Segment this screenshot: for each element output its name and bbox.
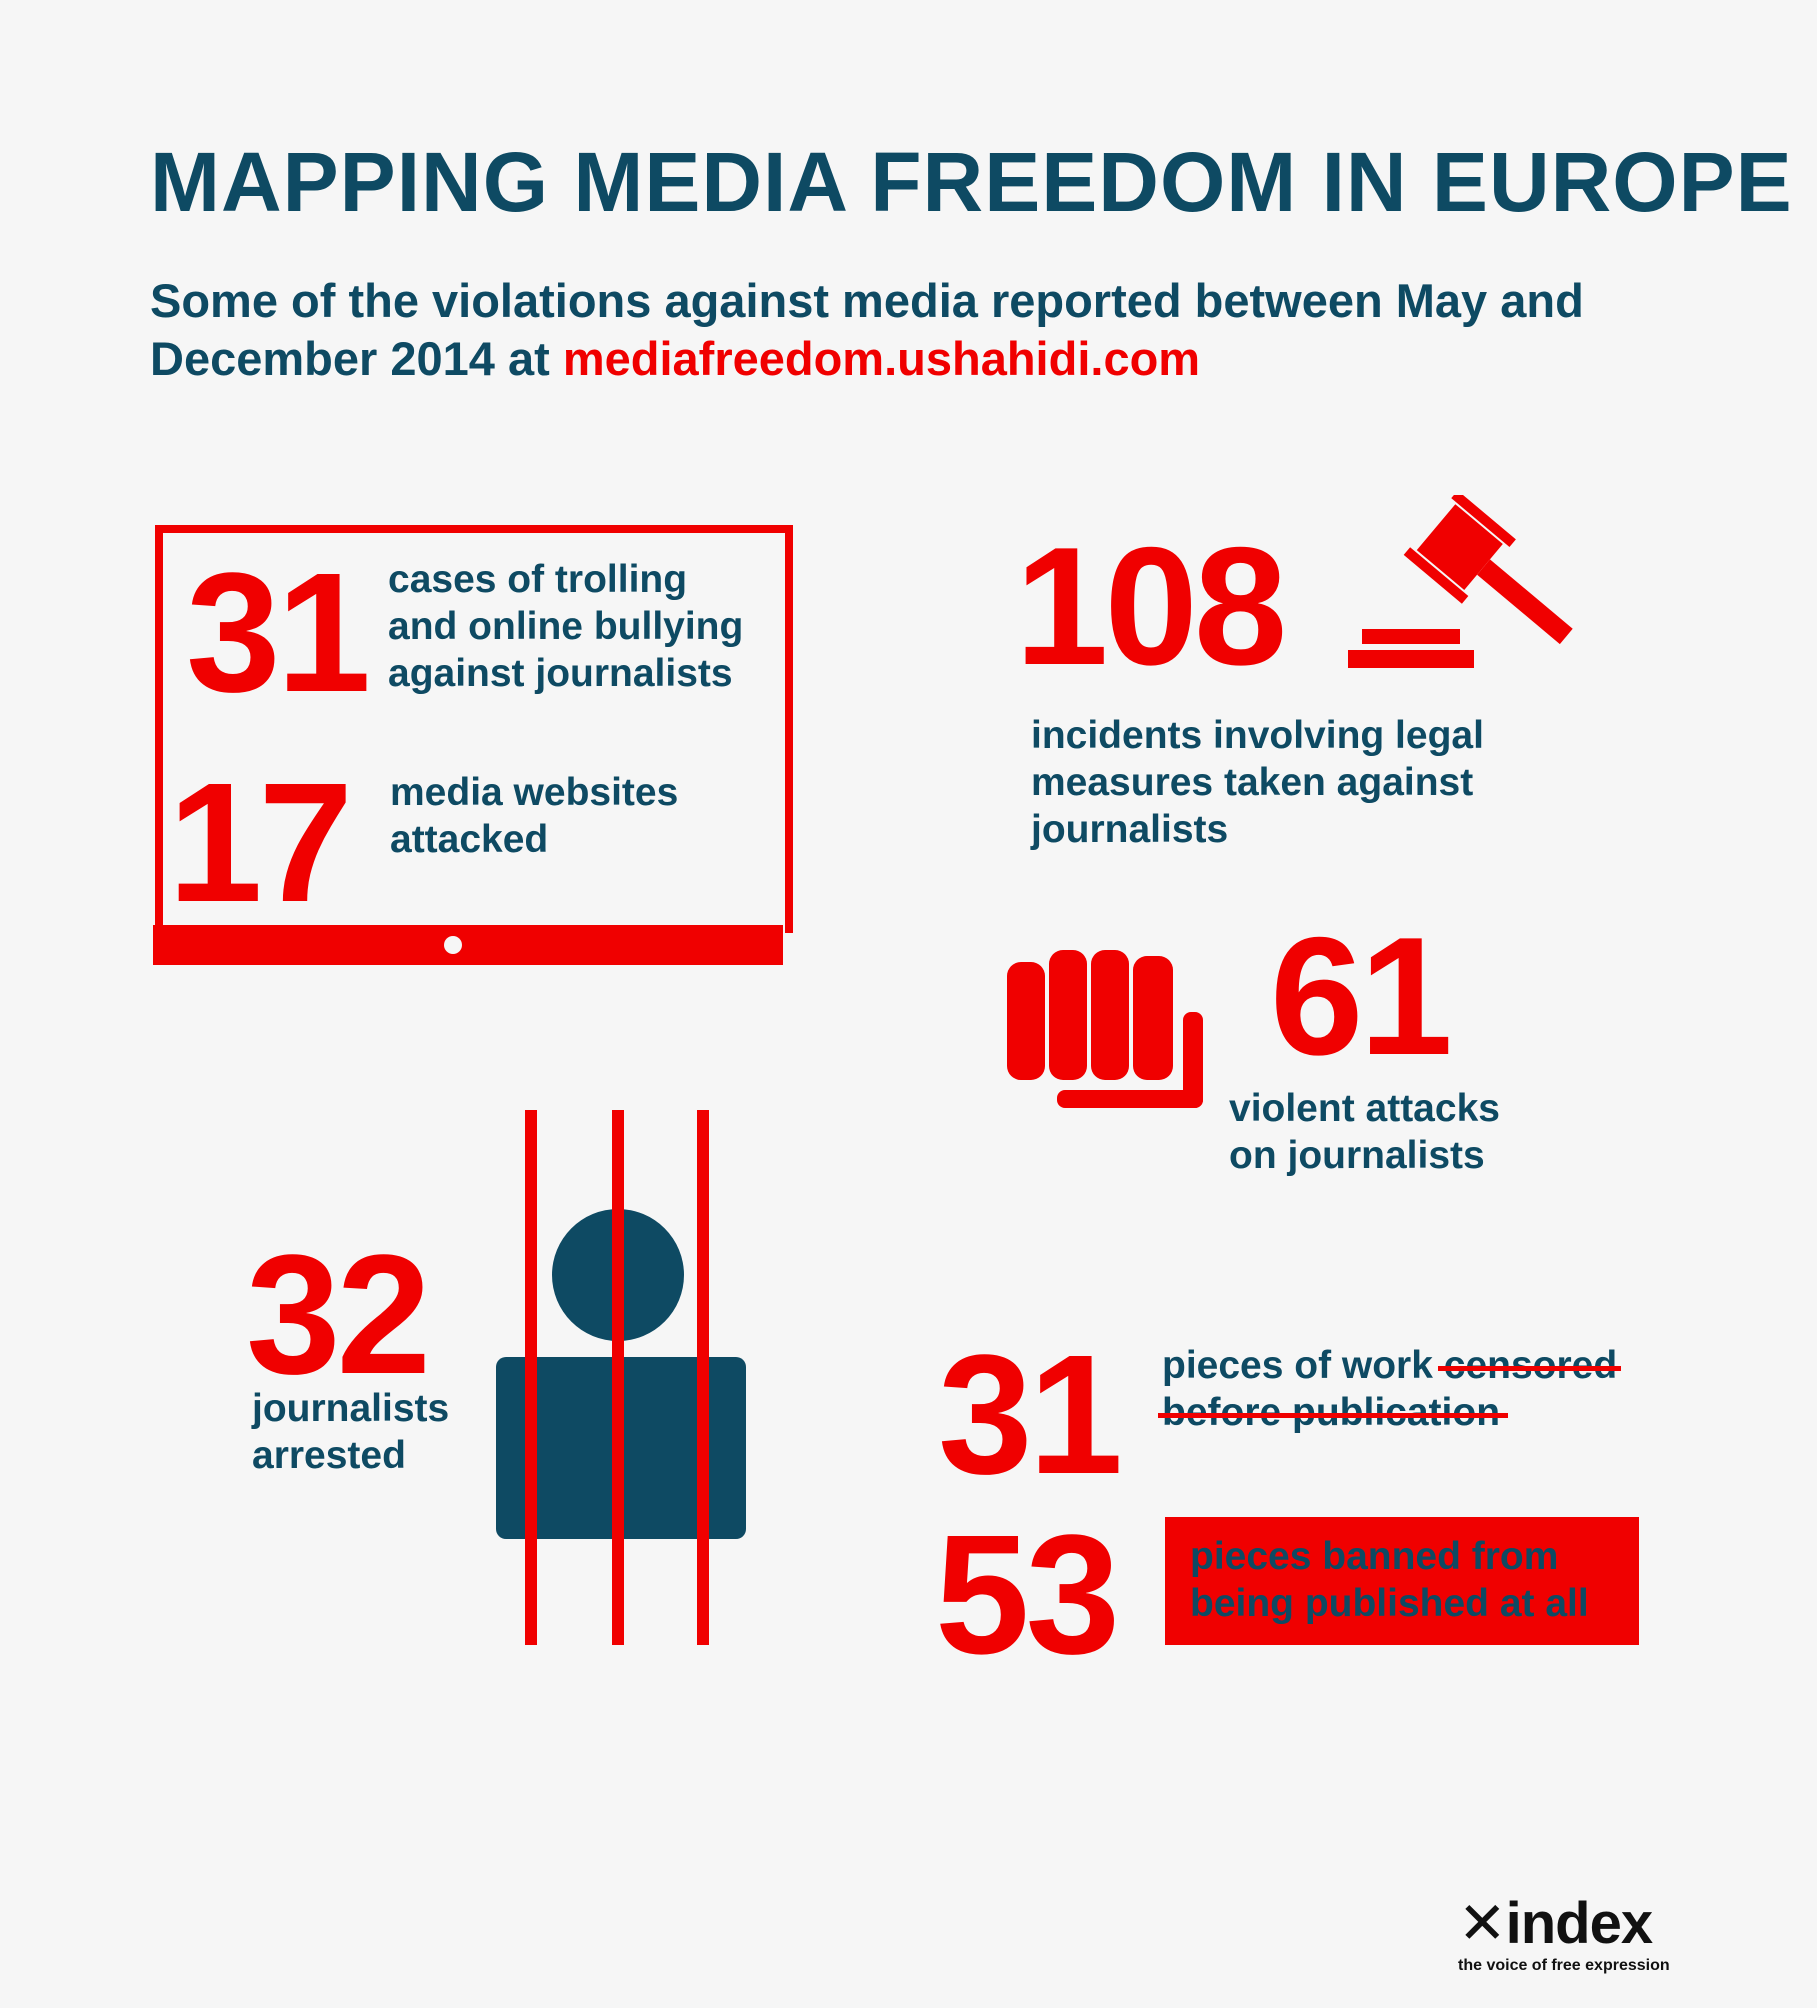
index-logo: ✕index [1458, 1895, 1653, 1953]
stat-censored-label: pieces of work censored before publicati… [1158, 1342, 1622, 1436]
page-title: MAPPING MEDIA FREEDOM IN EUROPE [150, 135, 1793, 229]
stat-legal-line: journalists [1031, 808, 1229, 851]
stat-arrested-line: journalists [252, 1387, 450, 1430]
censored-struck-phrase: before publication [1158, 1391, 1509, 1434]
x-logo-icon: ✕ [1458, 1891, 1507, 1956]
censored-plain-text: pieces of work [1162, 1344, 1444, 1387]
stat-legal-number: 108 [1015, 512, 1287, 700]
stat-arrested-number: 32 [246, 1220, 431, 1410]
monitor-base [153, 925, 783, 965]
stat-websites-line: attacked [390, 818, 549, 861]
subtitle-text: Some of the violations against media rep… [150, 274, 1584, 385]
stat-banned-number: 53 [935, 1500, 1120, 1690]
stat-trolling-line: against journalists [388, 652, 733, 695]
gavel-icon [1348, 495, 1573, 668]
prisoner-behind-bars-icon [496, 1110, 746, 1645]
stat-legal-line: incidents involving legal [1031, 714, 1484, 757]
source-link[interactable]: mediafreedom.ushahidi.com [562, 332, 1201, 385]
stat-trolling-line: cases of trolling [388, 558, 688, 601]
logo-wordmark: index [1505, 1891, 1653, 1956]
page-subtitle: Some of the violations against media rep… [150, 272, 1710, 388]
stat-censored-line: pieces of work censored [1162, 1342, 1622, 1389]
stat-violent-number: 61 [1270, 902, 1453, 1090]
logo-tagline: the voice of free expression [1458, 1957, 1670, 1974]
stat-violent-label: violent attacks on journalists [1229, 1085, 1500, 1179]
stat-banned-line: being published at all [1190, 1582, 1589, 1625]
stat-arrested-label: journalists arrested [252, 1385, 449, 1479]
stat-legal-label: incidents involving legal measures taken… [1031, 712, 1484, 853]
stat-violent-line: on journalists [1229, 1134, 1485, 1177]
stat-banned-line: pieces banned from [1190, 1535, 1559, 1578]
monitor-dot [444, 936, 462, 954]
monitor-icon [155, 525, 793, 933]
stat-arrested-line: arrested [252, 1434, 406, 1477]
censored-struck-word: censored [1437, 1344, 1622, 1387]
stat-banned-label: pieces banned from being published at al… [1190, 1533, 1630, 1627]
stat-trolling-line: and online bullying [388, 605, 744, 648]
stat-violent-line: violent attacks [1229, 1087, 1500, 1130]
stat-websites-line: media websites [390, 771, 679, 814]
stat-legal-line: measures taken against [1031, 761, 1474, 804]
stat-websites-number: 17 [168, 748, 353, 938]
fist-icon [1007, 950, 1203, 1108]
banned-highlight-box [1165, 1517, 1639, 1645]
stat-censored-number: 31 [938, 1320, 1123, 1510]
stat-websites-label: media websites attacked [390, 769, 678, 863]
stat-trolling-number: 31 [186, 538, 371, 728]
stat-censored-line: before publication [1158, 1389, 1617, 1436]
stat-trolling-label: cases of trolling and online bullying ag… [388, 556, 743, 697]
